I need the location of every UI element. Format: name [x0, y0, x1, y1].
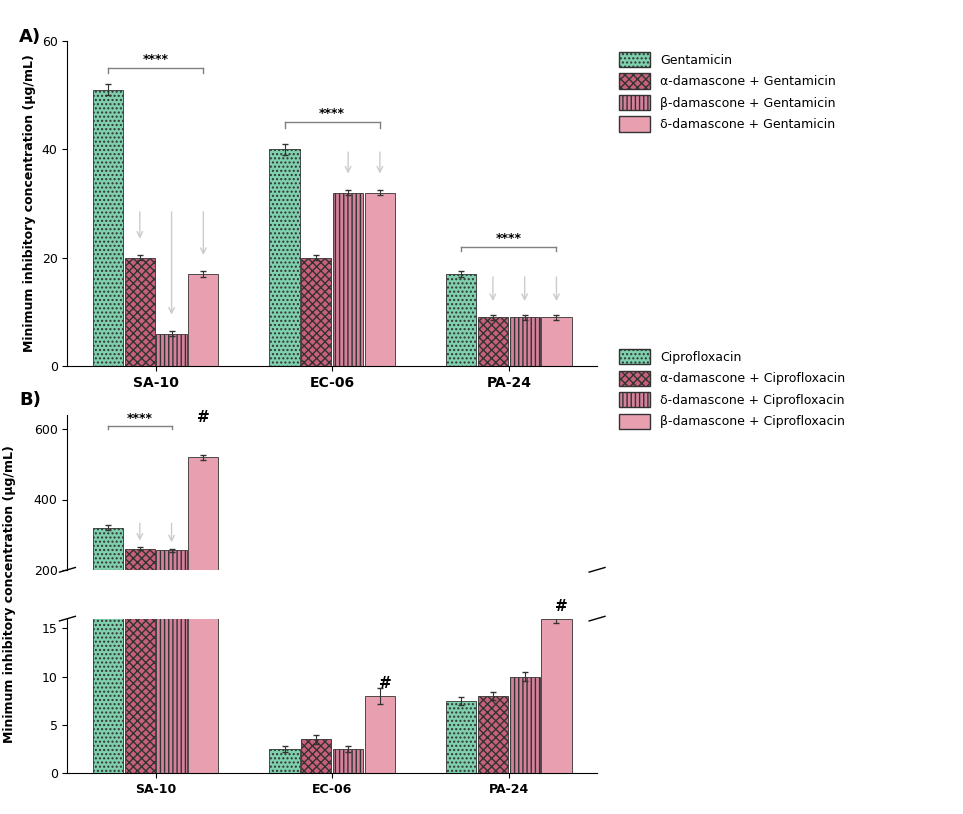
Bar	[301, 739, 331, 773]
Text: ****: ****	[496, 232, 522, 245]
Bar	[478, 696, 508, 773]
Bar	[156, 0, 187, 773]
Bar	[333, 639, 363, 640]
Y-axis label: Minimum inhibitory concentration (µg/mL): Minimum inhibitory concentration (µg/mL)	[23, 55, 37, 352]
Bar	[301, 639, 331, 640]
Text: Minimum inhibitory concentration (µg/mL): Minimum inhibitory concentration (µg/mL)	[3, 445, 16, 743]
Bar	[188, 0, 219, 773]
Legend: Ciprofloxacin, α-damascone + Ciprofloxacin, δ-damascone + Ciprofloxacin, β-damas: Ciprofloxacin, α-damascone + Ciprofloxac…	[613, 344, 850, 434]
Bar	[509, 637, 540, 640]
Bar	[365, 637, 395, 640]
Bar	[92, 527, 123, 640]
Bar	[541, 634, 572, 640]
Bar	[92, 0, 123, 773]
Bar	[270, 749, 299, 773]
Bar	[333, 749, 363, 773]
Bar	[156, 334, 187, 366]
Bar	[188, 457, 219, 640]
Bar	[365, 193, 395, 366]
Bar	[301, 258, 331, 366]
Bar	[188, 274, 219, 366]
Bar	[124, 258, 155, 366]
Bar	[541, 619, 572, 773]
Bar	[333, 193, 363, 366]
Bar	[446, 637, 477, 640]
Text: #: #	[197, 409, 210, 425]
Bar	[365, 696, 395, 773]
Bar	[478, 317, 508, 366]
Bar	[541, 317, 572, 366]
Bar	[124, 549, 155, 640]
Bar	[446, 701, 477, 773]
Bar	[270, 639, 299, 640]
Bar	[446, 274, 477, 366]
Bar	[156, 550, 187, 640]
Text: #: #	[556, 599, 568, 614]
Text: A): A)	[19, 28, 41, 46]
Bar	[124, 0, 155, 773]
Text: #: #	[378, 676, 392, 691]
Bar	[478, 637, 508, 640]
Bar	[509, 317, 540, 366]
Bar	[92, 90, 123, 366]
Text: ****: ****	[320, 107, 345, 120]
Bar	[509, 676, 540, 773]
Text: ****: ****	[143, 53, 169, 66]
Text: B): B)	[19, 391, 41, 409]
Legend: Gentamicin, α-damascone + Gentamicin, β-damascone + Gentamicin, δ-damascone + Ge: Gentamicin, α-damascone + Gentamicin, β-…	[613, 47, 841, 137]
Bar	[270, 149, 299, 366]
Text: ****: ****	[127, 412, 153, 425]
